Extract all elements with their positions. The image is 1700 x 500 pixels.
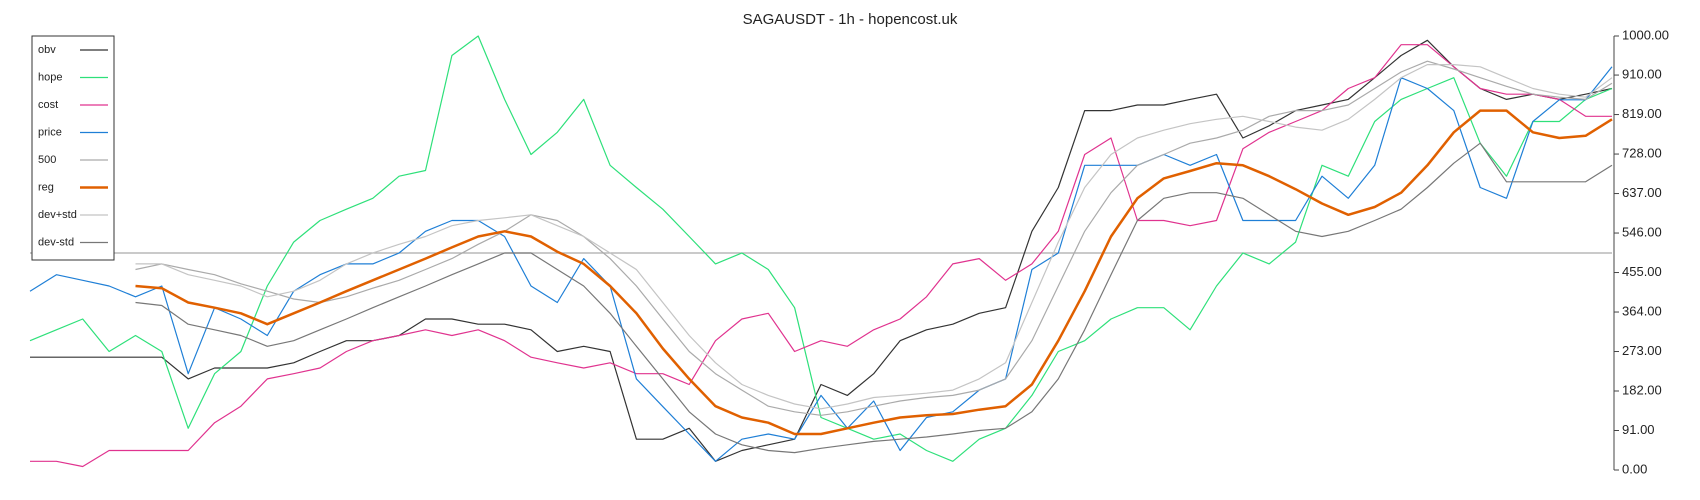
y-tick-label: 728.00 <box>1622 145 1662 160</box>
y-tick-label: 546.00 <box>1622 224 1662 239</box>
series-line <box>30 39 1613 462</box>
series-line <box>135 142 1613 454</box>
y-tick-label: 273.00 <box>1622 343 1662 358</box>
y-tick-label: 182.00 <box>1622 382 1662 397</box>
y-tick-label: 0.00 <box>1622 461 1647 476</box>
series-line <box>29 66 1613 462</box>
series-line <box>135 109 1613 436</box>
y-tick-label: 364.00 <box>1622 303 1662 318</box>
legend-label: dev+std <box>38 209 77 221</box>
y-tick-label: 910.00 <box>1622 66 1662 81</box>
legend-label: dev-std <box>38 236 74 248</box>
y-tick-label: 819.00 <box>1622 106 1662 121</box>
legend-label: cost <box>38 99 58 111</box>
y-tick-label: 637.00 <box>1622 185 1662 200</box>
series-line <box>135 63 1613 410</box>
legend-label: price <box>38 126 62 138</box>
y-tick-label: 455.00 <box>1622 264 1662 279</box>
y-tick-label: 1000.00 <box>1622 27 1669 42</box>
series-line <box>30 44 1612 468</box>
series-line <box>135 60 1613 416</box>
legend-label: hope <box>38 71 62 83</box>
y-tick-label: 91.00 <box>1622 422 1655 437</box>
legend-box <box>31 35 115 261</box>
legend-label: 500 <box>38 154 56 166</box>
chart-title: SAGAUSDT - 1h - hopencost.uk <box>743 11 958 28</box>
legend-label: reg <box>38 181 54 193</box>
series-line <box>29 35 1613 462</box>
legend-label: obv <box>38 44 56 56</box>
